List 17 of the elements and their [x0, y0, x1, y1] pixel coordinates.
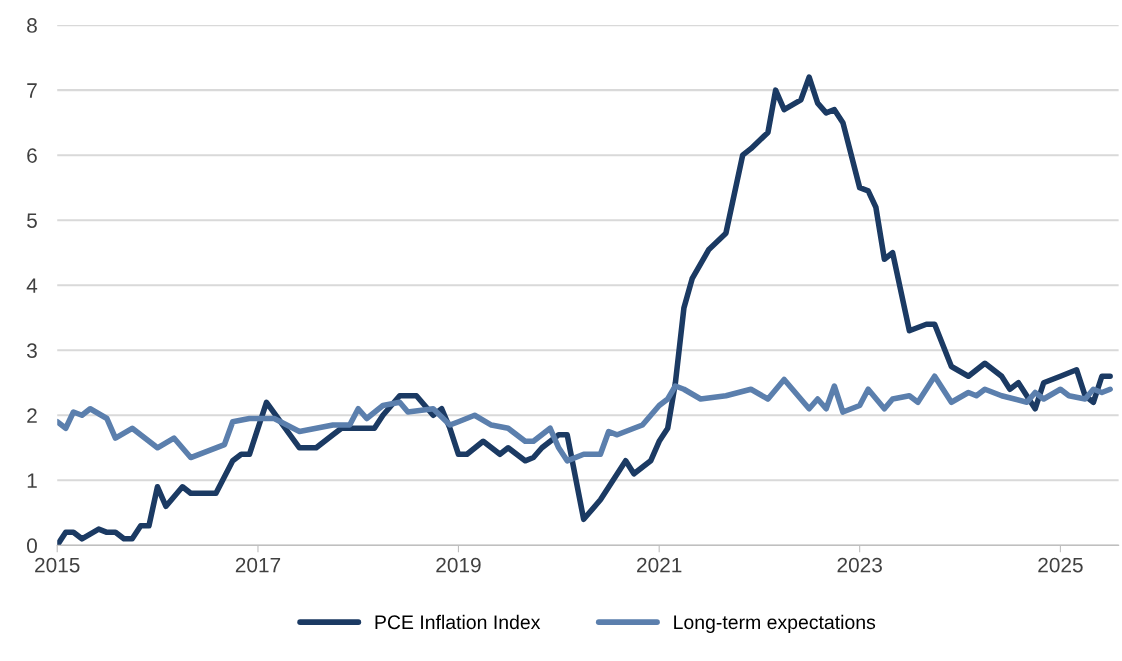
x-tick-label: 2025 — [1038, 557, 1083, 573]
x-tick-label: 2021 — [637, 557, 682, 573]
y-tick-label: 7 — [27, 83, 37, 98]
y-tick-label: 5 — [27, 213, 37, 228]
y-tick-label: 1 — [27, 473, 37, 488]
x-tick-label: 2015 — [35, 557, 80, 573]
legend-label: Long-term expectations — [674, 614, 876, 633]
legend-label: PCE Inflation Index — [375, 614, 541, 630]
y-tick-label: 3 — [26, 343, 37, 358]
y-tick-label: 2 — [27, 408, 37, 423]
y-tick-label: 6 — [27, 148, 37, 163]
x-tick-label: 2019 — [436, 557, 481, 573]
x-tick-label: 2017 — [235, 557, 281, 573]
y-tick-label: 4 — [26, 278, 38, 293]
y-tick-label: 0 — [27, 538, 37, 554]
x-tick-label: 2023 — [837, 557, 882, 573]
y-tick-label: 8 — [27, 18, 37, 33]
